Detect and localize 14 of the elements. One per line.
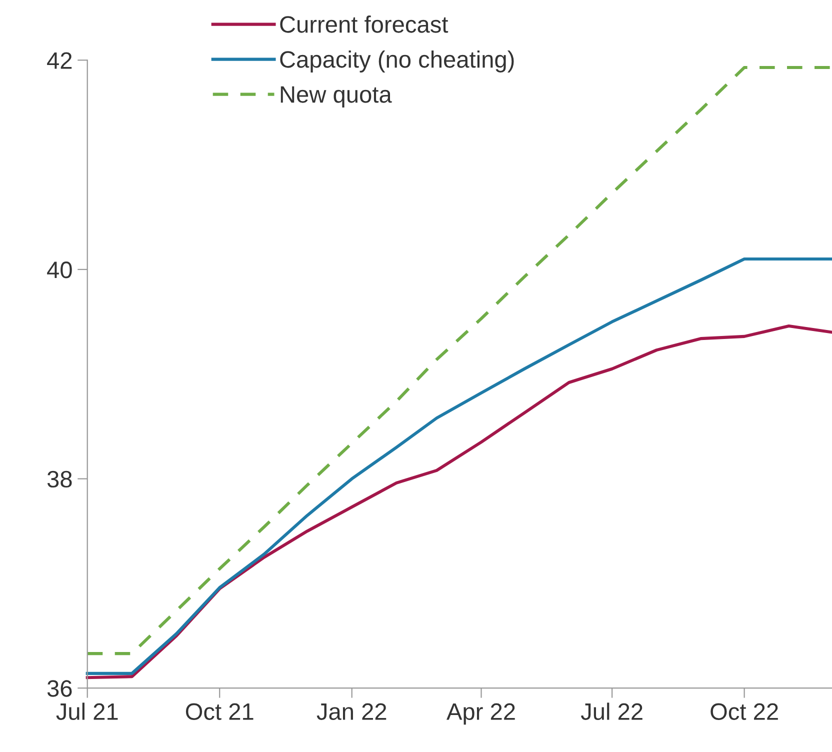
legend-label: Capacity (no cheating) <box>280 50 514 72</box>
x-tick-label: Jul 22 <box>580 702 642 720</box>
x-tick-label: Oct 22 <box>710 703 778 720</box>
legend-label: Current forecast <box>280 16 448 33</box>
x-tick-label: Oct 21 <box>186 703 254 720</box>
line-series <box>86 257 832 675</box>
x-tick-label: Jul 21 <box>56 702 118 720</box>
y-tick-label: 40 <box>47 262 72 278</box>
x-tick-label: Jan 22 <box>316 703 386 720</box>
y-tick-label: 36 <box>47 680 72 697</box>
y-tick-label: 42 <box>47 52 72 69</box>
x-tick-label: Apr 22 <box>446 703 515 725</box>
legend-label: New quota <box>280 86 392 108</box>
y-tick-label: 38 <box>47 470 72 488</box>
